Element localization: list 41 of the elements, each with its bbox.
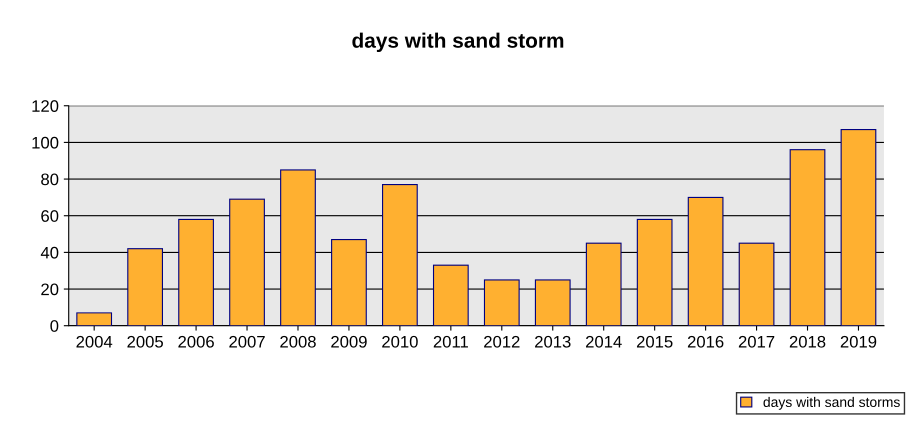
- bar: [534, 279, 571, 326]
- x-tick-label: 2010: [382, 336, 418, 348]
- y-tick-label: 40: [40, 246, 58, 259]
- bar: [280, 169, 316, 326]
- x-tick-label: 2016: [688, 336, 724, 348]
- x-tick-label: 2012: [484, 336, 520, 348]
- y-tick-label: 20: [41, 283, 58, 296]
- bar: [178, 218, 214, 326]
- bar: [484, 279, 520, 326]
- y-tick-label: 0: [50, 320, 58, 332]
- x-tick-label: 2011: [434, 336, 468, 348]
- y-tick-label: 120: [32, 100, 58, 112]
- y-tick-label: 60: [41, 210, 58, 222]
- x-tick-label: 2015: [636, 336, 672, 348]
- bar: [738, 242, 774, 326]
- x-tick-label: 2017: [738, 336, 774, 348]
- legend-label: days with sand storms: [764, 396, 900, 410]
- x-tick-label: 2005: [127, 336, 163, 348]
- x-tick-label: 2007: [229, 336, 265, 348]
- x-tick-label: 2018: [790, 336, 826, 348]
- bar: [331, 239, 367, 326]
- bar: [840, 129, 876, 326]
- x-tick-label: 2014: [586, 336, 622, 348]
- bar: [688, 196, 724, 326]
- bar: [127, 248, 164, 326]
- chart-title: days with sand storm: [352, 32, 564, 52]
- x-tick-label: 2019: [840, 336, 876, 348]
- bar: [76, 312, 112, 326]
- bar: [382, 184, 418, 326]
- bar: [636, 218, 673, 326]
- x-tick-label: 2008: [280, 336, 316, 348]
- bar: [586, 242, 622, 326]
- bar: [432, 264, 469, 326]
- x-tick-label: 2009: [331, 336, 367, 348]
- y-tick-label: 100: [32, 136, 58, 149]
- bar: [790, 149, 826, 326]
- x-tick-label: 2013: [535, 336, 571, 348]
- bar: [229, 198, 265, 326]
- x-tick-label: 2006: [178, 336, 214, 348]
- x-tick-label: 2004: [76, 336, 112, 348]
- y-tick-label: 80: [41, 173, 58, 186]
